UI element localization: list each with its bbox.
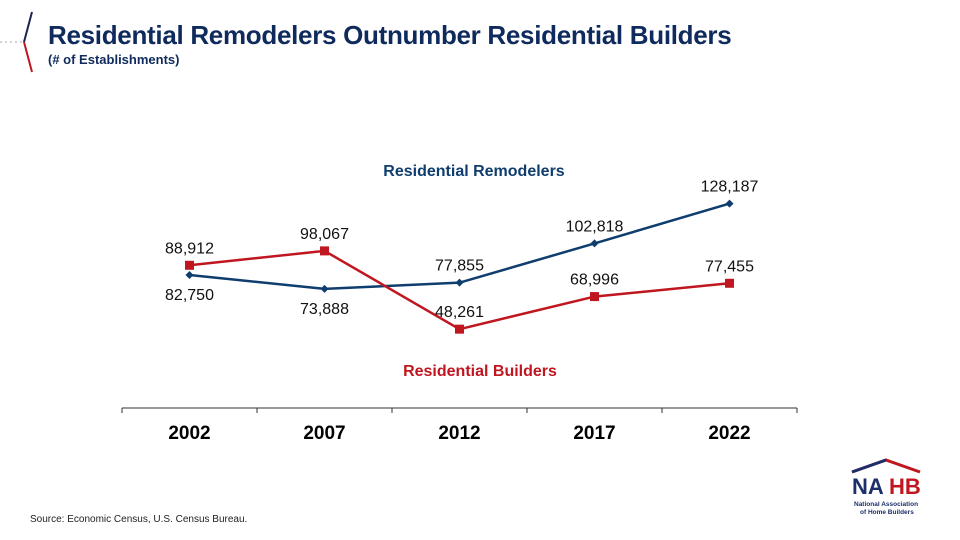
data-point — [590, 292, 599, 302]
x-tick-label: 2012 — [438, 423, 480, 444]
data-point — [725, 278, 734, 288]
page-title: Residential Remodelers Outnumber Residen… — [48, 20, 732, 50]
data-point — [590, 239, 599, 248]
data-label: 48,261 — [435, 304, 484, 321]
data-label: 77,455 — [705, 258, 754, 275]
data-point — [455, 324, 464, 334]
series-line-remodelers — [189, 202, 730, 291]
x-tick-label: 2017 — [573, 423, 615, 444]
data-label: 102,818 — [566, 218, 624, 235]
svg-text:National Association: National Association — [854, 501, 918, 508]
data-point — [185, 260, 194, 270]
page-subtitle: (# of Establishments) — [48, 52, 180, 67]
series-label-remodelers: Residential Remodelers — [383, 163, 565, 180]
svg-text:HB: HB — [889, 474, 921, 499]
data-label: 77,855 — [435, 258, 484, 275]
data-label: 73,888 — [300, 301, 349, 318]
source-note: Source: Economic Census, U.S. Census Bur… — [30, 514, 248, 525]
data-point — [185, 270, 194, 279]
data-label: 68,996 — [570, 272, 619, 289]
data-label: 88,912 — [165, 240, 214, 257]
data-point — [455, 278, 464, 287]
data-point — [320, 246, 329, 256]
data-label: 98,067 — [300, 226, 349, 243]
data-label: 82,750 — [165, 287, 214, 304]
title-accent-icon — [0, 11, 33, 73]
x-tick-label: 2002 — [168, 423, 210, 444]
nahb-logo: NA HB National Association of Home Build… — [851, 458, 921, 516]
series-label-builders: Residential Builders — [403, 363, 557, 380]
data-point — [725, 199, 734, 208]
x-tick-label: 2007 — [303, 423, 345, 444]
svg-text:of Home Builders: of Home Builders — [860, 509, 914, 516]
svg-text:NA: NA — [852, 474, 884, 499]
x-tick-label: 2022 — [708, 423, 750, 444]
data-point — [320, 284, 329, 293]
data-label: 128,187 — [701, 179, 759, 196]
